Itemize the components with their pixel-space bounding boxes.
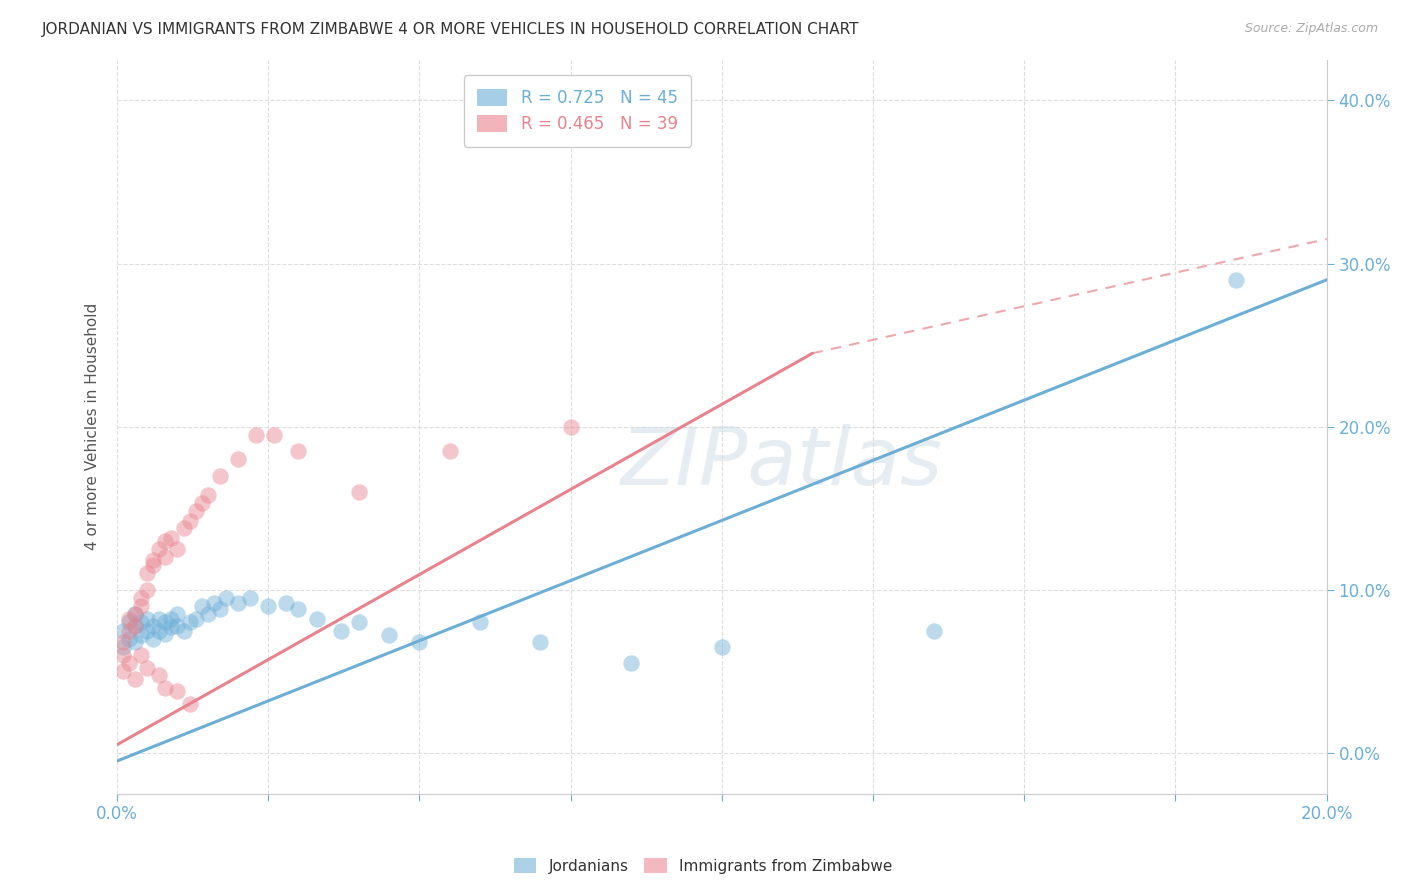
- Point: [305, 612, 328, 626]
- Y-axis label: 4 or more Vehicles in Household: 4 or more Vehicles in Household: [86, 303, 100, 550]
- Point: [166, 684, 188, 698]
- Point: [922, 624, 945, 638]
- Point: [124, 618, 146, 632]
- Point: [129, 615, 152, 630]
- Point: [202, 596, 225, 610]
- Point: [124, 618, 146, 632]
- Point: [215, 591, 238, 605]
- Legend: Jordanians, Immigrants from Zimbabwe: Jordanians, Immigrants from Zimbabwe: [508, 852, 898, 880]
- Point: [160, 620, 183, 634]
- Point: [184, 504, 207, 518]
- Point: [173, 624, 195, 638]
- Point: [118, 612, 141, 626]
- Point: [197, 607, 219, 622]
- Point: [155, 627, 177, 641]
- Point: [378, 628, 401, 642]
- Point: [560, 419, 582, 434]
- Point: [118, 632, 141, 646]
- Point: [118, 656, 141, 670]
- Point: [408, 635, 430, 649]
- Point: [129, 599, 152, 613]
- Point: [148, 612, 170, 626]
- Point: [142, 618, 165, 632]
- Point: [136, 624, 159, 638]
- Point: [190, 599, 212, 613]
- Point: [155, 550, 177, 565]
- Point: [179, 514, 201, 528]
- Point: [439, 444, 461, 458]
- Point: [142, 558, 165, 573]
- Point: [529, 635, 551, 649]
- Point: [111, 635, 134, 649]
- Point: [111, 648, 134, 662]
- Point: [118, 624, 141, 638]
- Point: [124, 607, 146, 622]
- Point: [184, 612, 207, 626]
- Point: [208, 468, 231, 483]
- Point: [197, 488, 219, 502]
- Point: [129, 591, 152, 605]
- Point: [124, 635, 146, 649]
- Point: [129, 628, 152, 642]
- Point: [142, 632, 165, 646]
- Point: [166, 607, 188, 622]
- Point: [287, 602, 309, 616]
- Point: [226, 452, 249, 467]
- Point: [148, 541, 170, 556]
- Point: [287, 444, 309, 458]
- Point: [136, 582, 159, 597]
- Point: [276, 596, 298, 610]
- Point: [208, 602, 231, 616]
- Point: [166, 618, 188, 632]
- Point: [129, 648, 152, 662]
- Point: [136, 661, 159, 675]
- Point: [118, 615, 141, 630]
- Point: [124, 673, 146, 687]
- Text: ZIPatlas: ZIPatlas: [621, 425, 943, 502]
- Point: [111, 624, 134, 638]
- Point: [142, 553, 165, 567]
- Point: [710, 640, 733, 654]
- Point: [190, 496, 212, 510]
- Point: [148, 667, 170, 681]
- Point: [155, 533, 177, 548]
- Point: [148, 624, 170, 638]
- Point: [179, 615, 201, 630]
- Text: Source: ZipAtlas.com: Source: ZipAtlas.com: [1244, 22, 1378, 36]
- Point: [257, 599, 280, 613]
- Point: [179, 697, 201, 711]
- Point: [263, 427, 285, 442]
- Text: JORDANIAN VS IMMIGRANTS FROM ZIMBABWE 4 OR MORE VEHICLES IN HOUSEHOLD CORRELATIO: JORDANIAN VS IMMIGRANTS FROM ZIMBABWE 4 …: [42, 22, 859, 37]
- Legend: R = 0.725   N = 45, R = 0.465   N = 39: R = 0.725 N = 45, R = 0.465 N = 39: [464, 75, 690, 146]
- Point: [239, 591, 262, 605]
- Point: [620, 656, 643, 670]
- Point: [160, 612, 183, 626]
- Point: [111, 665, 134, 679]
- Point: [136, 612, 159, 626]
- Point: [124, 607, 146, 622]
- Point: [347, 615, 370, 630]
- Point: [136, 566, 159, 581]
- Point: [347, 484, 370, 499]
- Point: [173, 521, 195, 535]
- Point: [111, 640, 134, 654]
- Point: [166, 541, 188, 556]
- Point: [1225, 273, 1247, 287]
- Point: [155, 681, 177, 695]
- Point: [329, 624, 352, 638]
- Point: [160, 531, 183, 545]
- Point: [245, 427, 267, 442]
- Point: [155, 615, 177, 630]
- Point: [226, 596, 249, 610]
- Point: [468, 615, 491, 630]
